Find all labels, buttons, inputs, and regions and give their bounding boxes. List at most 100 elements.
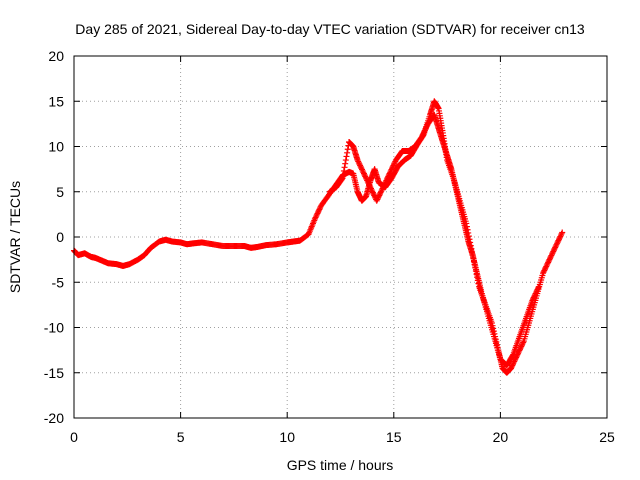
data-point [391, 161, 398, 168]
data-point [368, 186, 375, 193]
data-point [360, 170, 367, 177]
data-point [419, 131, 426, 138]
y-tick-label: 10 [48, 139, 64, 155]
data-point [377, 189, 384, 196]
data-point [554, 238, 561, 245]
data-point [549, 249, 556, 256]
data-series [326, 111, 542, 369]
data-point [550, 247, 557, 254]
data-point [551, 245, 558, 252]
data-point [420, 130, 427, 137]
data-point [508, 363, 515, 370]
data-point [518, 343, 525, 350]
data-point [544, 260, 551, 267]
data-point [547, 253, 554, 260]
data-point [378, 188, 385, 195]
data-point [381, 181, 388, 188]
data-point [540, 268, 547, 275]
data-point [545, 259, 552, 266]
y-tick-label: -20 [44, 410, 64, 426]
data-point [552, 243, 559, 250]
data-point [541, 267, 548, 274]
x-axis-label: GPS time / hours [287, 457, 394, 473]
data-point [520, 339, 527, 346]
data-point [385, 173, 392, 180]
data-point [559, 229, 566, 236]
data-point [365, 180, 372, 187]
data-point [357, 162, 364, 169]
data-point [342, 157, 349, 164]
data-point [529, 297, 536, 304]
data-point [518, 342, 525, 349]
data-point [382, 180, 389, 187]
data-point [388, 166, 395, 173]
data-point [375, 193, 382, 200]
data-point [557, 232, 564, 239]
data-point [375, 195, 382, 202]
data-point [355, 158, 362, 165]
data-point [553, 241, 560, 248]
data-point [370, 191, 377, 198]
data-point [311, 215, 318, 222]
data-point [554, 240, 561, 247]
data-point [340, 171, 347, 178]
data-point [376, 191, 383, 198]
data-point [386, 170, 393, 177]
data-point [389, 163, 396, 170]
data-point [362, 173, 369, 180]
data-point [385, 172, 392, 179]
y-tick-label: -5 [52, 274, 65, 290]
data-point [341, 164, 348, 171]
x-tick-label: 0 [70, 429, 78, 445]
data-point [532, 290, 539, 297]
y-tick-label: -15 [44, 365, 64, 381]
data-point [378, 186, 385, 193]
data-point [557, 233, 564, 240]
data-point [312, 214, 319, 221]
data-point [509, 361, 516, 368]
data-point [421, 129, 428, 136]
data-point [535, 285, 542, 292]
data-point [313, 213, 320, 220]
data-point [364, 177, 371, 184]
data-points [71, 98, 566, 376]
data-point [359, 167, 366, 174]
data-point [357, 163, 364, 170]
data-point [362, 174, 369, 181]
data-point [383, 176, 390, 183]
data-point [380, 182, 387, 189]
data-point [371, 192, 378, 199]
data-point [366, 182, 373, 189]
data-point [533, 289, 540, 296]
data-point [364, 178, 371, 185]
data-point [423, 123, 430, 130]
data-point [547, 255, 554, 262]
y-axis-label: SDTVAR / TECUs [7, 181, 23, 293]
data-point [531, 293, 538, 300]
data-point [313, 211, 320, 218]
data-point [359, 166, 366, 173]
data-point [369, 188, 376, 195]
data-point [541, 266, 548, 273]
data-point [558, 230, 565, 237]
data-point [339, 175, 346, 182]
data-point [508, 365, 515, 372]
data-point [530, 295, 537, 302]
data-point [556, 234, 563, 241]
y-tick-label: 15 [48, 93, 64, 109]
data-point [515, 348, 522, 355]
data-point [367, 185, 374, 192]
data-point [356, 161, 363, 168]
data-point [373, 197, 380, 204]
data-point [343, 153, 350, 160]
data-point [509, 352, 516, 359]
data-point [534, 286, 541, 293]
data-point [555, 237, 562, 244]
data-point [535, 283, 542, 290]
plot-frame [73, 55, 608, 419]
data-point [355, 159, 362, 166]
data-point [314, 210, 321, 217]
data-point [390, 162, 397, 169]
data-point [542, 264, 549, 271]
